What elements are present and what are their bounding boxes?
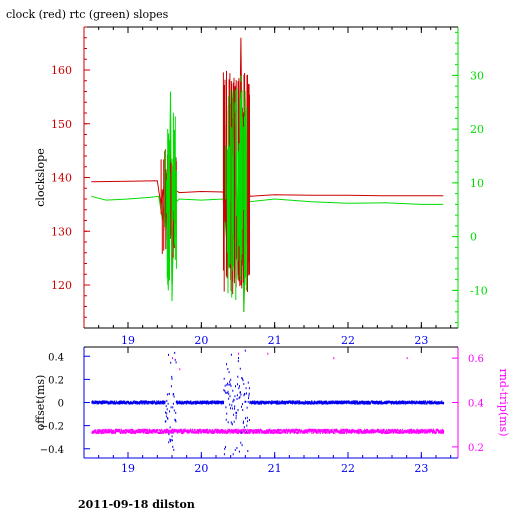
x-tick-label: 19 xyxy=(121,334,135,347)
left-tick-label: 130 xyxy=(51,225,72,238)
right-tick-label: 30 xyxy=(470,69,484,82)
x-tick-label: 22 xyxy=(341,462,355,475)
chart-title: clock (red) rtc (green) slopes xyxy=(6,8,169,21)
offset-tick-label: −0.2 xyxy=(40,422,64,433)
top-chart: 19 20 21 22 23 120 130 140 150 160 -10 0 10 20 30 clock… xyxy=(34,26,488,347)
left-tick-label: 140 xyxy=(51,172,72,185)
bottom-chart: 19 20 21 22 230.40.20−0.2−0.40.60.40.2offset… xyxy=(34,346,510,475)
left-tick-label: 160 xyxy=(51,64,72,77)
x-tick-label: 21 xyxy=(268,334,282,347)
x-tick-label: 21 xyxy=(268,462,282,475)
right-tick-label: 20 xyxy=(470,123,484,136)
rndtrip-tick-label: 0.4 xyxy=(468,399,484,410)
x-tick-label: 23 xyxy=(414,462,428,475)
x-tick-label: 22 xyxy=(341,334,355,347)
rtc-disturbance-1 xyxy=(164,112,177,285)
rtc-slope-line xyxy=(91,75,444,312)
right-tick-label: 10 xyxy=(470,177,484,190)
x-tick-label: 19 xyxy=(121,462,135,475)
right-tick-label: -10 xyxy=(470,284,488,297)
rtc-disturbance-2 xyxy=(225,88,248,300)
footer-label: 2011-09-18 dilston xyxy=(78,498,195,511)
rndtrip-axis-label: rnd-trip(ms) xyxy=(497,369,510,437)
rndtrip-points xyxy=(91,352,445,435)
x-tick-label: 20 xyxy=(194,462,208,475)
clock-slope-line xyxy=(91,37,444,312)
rndtrip-tick-label: 0.6 xyxy=(468,354,484,365)
offset-tick-label: −0.4 xyxy=(40,445,64,456)
offset-tick-label: 0.2 xyxy=(48,375,64,386)
left-tick-label: 120 xyxy=(51,279,72,292)
offset-points xyxy=(91,349,445,456)
offset-axis-label: offset(ms) xyxy=(34,375,47,431)
offset-tick-label: 0.4 xyxy=(48,352,64,363)
x-tick-label: 20 xyxy=(194,334,208,347)
right-tick-label: 0 xyxy=(470,231,477,244)
y-axis-label: clockslope xyxy=(34,148,47,206)
x-tick-label: 23 xyxy=(414,334,428,347)
rndtrip-tick-label: 0.2 xyxy=(468,443,484,454)
left-tick-label: 150 xyxy=(51,118,72,131)
offset-tick-label: 0 xyxy=(58,399,64,410)
